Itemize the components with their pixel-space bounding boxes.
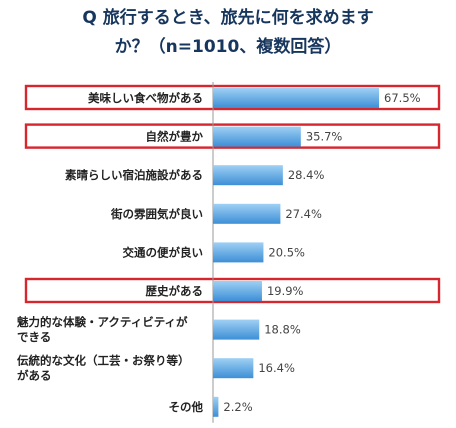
category-label: できる (17, 330, 51, 344)
highlight-box (24, 123, 441, 149)
category-label: 自然が豊か (146, 130, 204, 144)
highlight-box (24, 84, 441, 111)
highlight-box (24, 277, 441, 304)
category-label: 伝統的な文化（工芸・お祭り等） (17, 354, 190, 368)
bar (213, 203, 281, 224)
value-label: 18.8% (264, 323, 301, 337)
category-label: 魅力的な体験・アクティビティが (17, 315, 188, 329)
bar (213, 358, 254, 379)
category-label: 歴史がある (146, 284, 204, 298)
category-label: 街の雰囲気が良い (110, 207, 203, 221)
value-label: 16.4% (258, 361, 295, 375)
bar (213, 281, 262, 301)
bar (213, 396, 219, 417)
bar (213, 319, 260, 340)
bar (213, 165, 283, 186)
category-label: 素晴らしい宿泊施設がある (65, 168, 203, 182)
value-label: 67.5% (384, 91, 421, 105)
value-label: 27.4% (285, 207, 322, 221)
value-label: 35.7% (306, 130, 343, 144)
chart-title-line-2: か？（n=1010、複数回答） (114, 37, 342, 57)
value-label: 19.9% (267, 284, 304, 298)
category-label: その他 (169, 400, 204, 414)
bar (213, 126, 301, 147)
chart-title-line-1: Q 旅行するとき、旅先に何を求めます (82, 8, 374, 28)
category-label: 美味しい食べ物がある (88, 91, 203, 105)
value-label: 28.4% (288, 168, 325, 182)
category-label: がある (17, 369, 52, 383)
category-label: 交通の便が良い (123, 245, 204, 259)
value-label: 2.2% (223, 400, 252, 414)
bar (213, 242, 264, 263)
bar (213, 88, 380, 108)
value-label: 20.5% (268, 245, 305, 259)
